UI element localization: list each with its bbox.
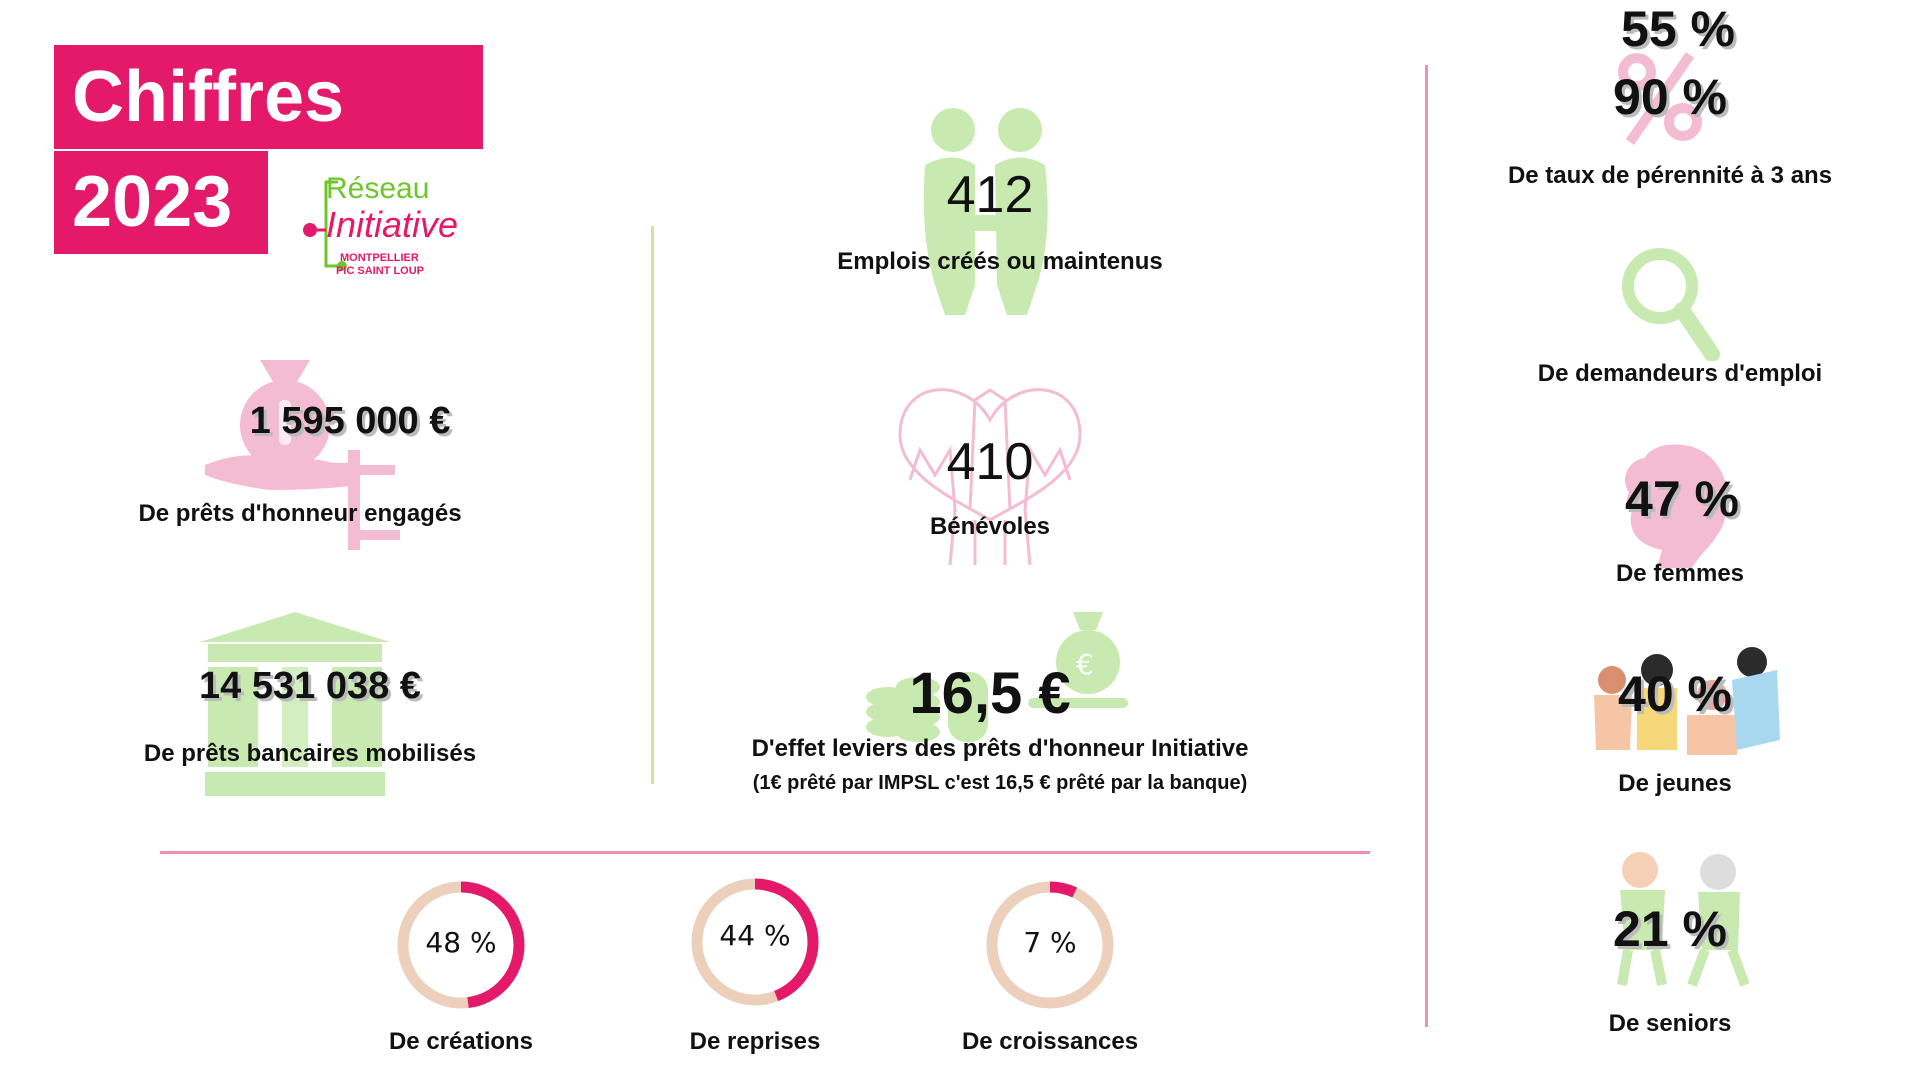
logo-sub-1: MONTPELLIER [340,252,419,264]
divider-pink-vertical [1425,65,1428,1027]
donut-reprises: 44 % [690,877,820,1007]
donut-ring-creations [397,881,525,1009]
divider-pink-horizontal [160,851,1370,854]
hands-heart-icon [898,388,1082,565]
coins-money-bag-icon: € [866,612,1128,742]
stat-value-seniors: 21 % [1613,901,1727,957]
stat-value-jobseekers: 55 % [1621,1,1735,57]
stat-value-youth: 40 % [1618,666,1732,722]
donut-value-creations: 48 % [425,926,497,959]
woman-head-icon [1625,444,1728,568]
percent-icon [1618,52,1702,145]
magnifier-icon [1622,248,1720,361]
donut-label-creations: De créations [388,1028,534,1055]
stat-sublabel-leverage: (1€ prêté par IMPSL c'est 16,5 € prêté p… [752,772,1248,794]
stat-value-perennity: 90 % [1613,69,1727,125]
young-people-icon [1594,647,1780,755]
seniors-icon [1617,852,1750,987]
stat-label-jobs: Emplois créés ou maintenus [837,248,1163,275]
donut-ring-croissances [986,881,1114,1009]
stat-label-loans-honor: De prêts d'honneur engagés [138,500,462,527]
stat-value-bank-loans: 14 531 038 € [199,665,421,707]
donut-arc [691,878,819,1006]
stat-label-perennity: De taux de pérennité à 3 ans [1507,162,1833,189]
stat-label-women: De femmes [1615,560,1745,587]
stat-value-volunteers: 410 [946,433,1034,491]
stat-label-jobseekers: De demandeurs d'emploi [1537,360,1823,387]
reseau-initiative-logo: Réseau Initiative MONTPELLIER PIC SAINT … [296,170,496,280]
divider-green-vertical [651,226,654,784]
donut-value-croissances: 7 % [1023,926,1077,959]
logo-connector-icon [303,180,347,271]
stat-label-bank-loans: De prêts bancaires mobilisés [143,740,477,767]
stat-label-leverage: D'effet leviers des prêts d'honneur Init… [751,735,1249,762]
donut-label-reprises: De reprises [689,1028,821,1055]
stat-label-seniors: De seniors [1608,1010,1732,1037]
stat-value-loans-honor: 1 595 000 € [249,400,451,442]
donut-ring-reprises [691,878,819,1006]
stat-label-youth: De jeunes [1618,770,1732,797]
logo-reseau-text: Réseau [326,172,430,205]
stat-label-volunteers: Bénévoles [929,513,1051,540]
title-line-1: Chiffres clés [54,45,483,241]
logo-sub-2: PIC SAINT LOUP [336,265,425,277]
money-bag-hand-icon [205,360,400,550]
donut-croissances: 7 % [985,880,1115,1010]
people-handshake-icon [923,108,1048,315]
donut-arc [986,881,1114,1009]
stat-value-jobs: 412 [946,166,1034,224]
svg-text:€: € [1076,648,1094,681]
bank-icon [200,612,390,796]
donut-label-croissances: De croissances [961,1028,1139,1055]
title-year: 2023 [54,151,268,254]
logo-initiative-text: Initiative [326,204,459,245]
donut-creations: 48 % [396,880,526,1010]
donut-value-reprises: 44 % [719,919,791,952]
stat-value-women: 47 % [1625,471,1739,527]
stat-value-leverage: 16,5 € [909,661,1071,726]
donut-arc [397,881,525,1009]
